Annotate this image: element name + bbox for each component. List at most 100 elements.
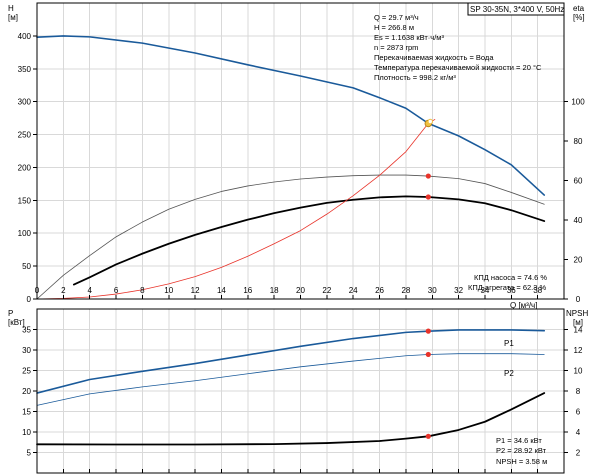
y2-axis-tick-label: 20 bbox=[574, 256, 583, 265]
pump-efficiency-label: КПД насоса = 74.6 % bbox=[474, 273, 547, 282]
x-axis-tick-label: 26 bbox=[375, 286, 384, 295]
operating-point-dot bbox=[425, 173, 431, 179]
y-axis-tick-label: 350 bbox=[18, 65, 32, 74]
bottom-markers bbox=[425, 328, 431, 439]
y-axis-tick-label: 25 bbox=[22, 367, 31, 376]
p2-series-label: P2 bbox=[504, 369, 514, 378]
operating-point-dot bbox=[425, 433, 431, 439]
x-axis-tick-label: 32 bbox=[454, 286, 463, 295]
operating-point-dot bbox=[425, 328, 431, 334]
chart-title: SP 30-35N, 3*400 V, 50Hz bbox=[470, 5, 564, 14]
y-axis-tick-label: 300 bbox=[18, 98, 32, 107]
eta-axis-name: eta bbox=[573, 4, 585, 13]
operating-point-dot bbox=[425, 194, 431, 200]
y2-axis-tick-label: 4 bbox=[576, 428, 581, 437]
y-axis-tick-label: 400 bbox=[18, 32, 32, 41]
x-axis-tick-label: 30 bbox=[428, 286, 437, 295]
x-axis-tick-label: 14 bbox=[217, 286, 226, 295]
duty-point-ring bbox=[427, 118, 433, 125]
p-axis-unit: [кВт] bbox=[8, 318, 25, 327]
x-axis-tick-label: 38 bbox=[533, 286, 542, 295]
p-axis-name: P bbox=[8, 309, 13, 318]
y2-axis-tick-label: 60 bbox=[574, 177, 583, 186]
x-axis-tick-label: 8 bbox=[140, 286, 145, 295]
x-axis-tick-label: 36 bbox=[507, 286, 516, 295]
unit-efficiency-label: КПД агрегата = 62.3 % bbox=[468, 283, 546, 292]
y2-axis-tick-label: 2 bbox=[576, 449, 581, 458]
y-axis-tick-label: 20 bbox=[22, 387, 31, 396]
y2-axis-tick-label: 40 bbox=[574, 216, 583, 225]
info-q: Q = 29.7 м³/ч bbox=[374, 13, 419, 22]
y-axis-tick-label: 15 bbox=[22, 408, 31, 417]
h-axis-unit: [м] bbox=[8, 13, 18, 22]
top-markers bbox=[424, 118, 433, 200]
bottom-grid bbox=[37, 309, 564, 473]
x-axis-tick-label: 4 bbox=[87, 286, 92, 295]
x-axis-tick-label: 34 bbox=[480, 286, 489, 295]
y2-axis-tick-label: 0 bbox=[576, 295, 581, 304]
bottom-plot-frame bbox=[36, 308, 565, 474]
series-2-curve bbox=[36, 392, 546, 446]
duty-point-info: Q = 29.7 м³/ч H = 266.8 м Es = 1.1638 кВ… bbox=[374, 13, 542, 82]
p2-curve bbox=[36, 353, 545, 406]
top-series bbox=[36, 35, 546, 300]
y-axis-tick-label: 150 bbox=[18, 196, 32, 205]
y-axis-tick-label: 30 bbox=[22, 346, 31, 355]
info-liquid: Перекачиваемая жидкость = Вода bbox=[374, 53, 494, 62]
top-plot-frame bbox=[36, 2, 565, 300]
npsh-axis-unit: [м] bbox=[573, 318, 583, 327]
series-1-curve bbox=[36, 174, 545, 300]
y2-axis-tick-label: 100 bbox=[571, 98, 585, 107]
h-axis-name: H bbox=[8, 4, 14, 13]
x-axis-tick-label: 28 bbox=[401, 286, 410, 295]
info-npsh: NPSH = 3.58 м bbox=[496, 457, 547, 466]
x-axis-tick-label: 12 bbox=[191, 286, 200, 295]
x-axis-tick-label: 22 bbox=[322, 286, 331, 295]
y-axis-tick-label: 0 bbox=[27, 295, 32, 304]
x-axis-tick-label: 6 bbox=[114, 286, 119, 295]
y-axis-tick-label: 200 bbox=[18, 163, 32, 172]
y2-axis-tick-label: 14 bbox=[574, 326, 583, 335]
y2-axis-tick-label: 6 bbox=[576, 408, 581, 417]
p1-series-label: P1 bbox=[504, 339, 514, 348]
y2-axis-tick-label: 80 bbox=[574, 137, 583, 146]
bottom-ticks: 5 10 15 20 25 30 35 2 4 6 8 10 12 14 bbox=[22, 326, 583, 473]
info-n: n = 2873 rpm bbox=[374, 43, 418, 52]
x-axis-tick-label: 2 bbox=[61, 286, 66, 295]
series-3-curve bbox=[36, 119, 436, 300]
y2-axis-tick-label: 12 bbox=[574, 346, 583, 355]
y-axis-tick-label: 100 bbox=[18, 229, 32, 238]
power-info: P1 = 34.6 кВт P2 = 28.92 кВт NPSH = 3.58… bbox=[496, 436, 547, 466]
series-2-curve bbox=[72, 195, 546, 286]
info-temperature: Температура перекачиваемой жидкости = 20… bbox=[374, 63, 542, 72]
series-0-curve bbox=[36, 35, 546, 196]
p1-curve bbox=[36, 329, 546, 394]
info-density: Плотность = 998.2 кг/м³ bbox=[374, 73, 456, 82]
y-axis-tick-label: 5 bbox=[27, 449, 32, 458]
y-axis-tick-label: 250 bbox=[18, 131, 32, 140]
eta-axis-unit: [%] bbox=[573, 13, 585, 22]
y-axis-tick-label: 10 bbox=[22, 428, 31, 437]
title-box bbox=[467, 2, 565, 16]
efficiency-info: КПД насоса = 74.6 % КПД агрегата = 62.3 … bbox=[468, 273, 547, 292]
bottom-series bbox=[36, 329, 546, 446]
npsh-axis-name: NPSH bbox=[566, 309, 588, 318]
info-p2: P2 = 28.92 кВт bbox=[496, 446, 547, 455]
info-es: Es = 1.1638 кВт·ч/м³ bbox=[374, 33, 444, 42]
y-axis-tick-label: 50 bbox=[22, 262, 31, 271]
x-axis-tick-label: 20 bbox=[296, 286, 305, 295]
x-axis-tick-label: 16 bbox=[243, 286, 252, 295]
info-p1: P1 = 34.6 кВт bbox=[496, 436, 542, 445]
x-axis-tick-label: 10 bbox=[164, 286, 173, 295]
y2-axis-tick-label: 8 bbox=[576, 387, 581, 396]
operating-point-dot bbox=[425, 351, 431, 358]
top-grid bbox=[37, 3, 564, 299]
info-h: H = 266.8 м bbox=[374, 23, 414, 32]
q-axis-label: Q [м³/ч] bbox=[510, 301, 537, 310]
x-axis-tick-label: 18 bbox=[270, 286, 279, 295]
x-axis-tick-label: 24 bbox=[349, 286, 358, 295]
y-axis-tick-label: 35 bbox=[22, 326, 31, 335]
y2-axis-tick-label: 10 bbox=[574, 367, 583, 376]
